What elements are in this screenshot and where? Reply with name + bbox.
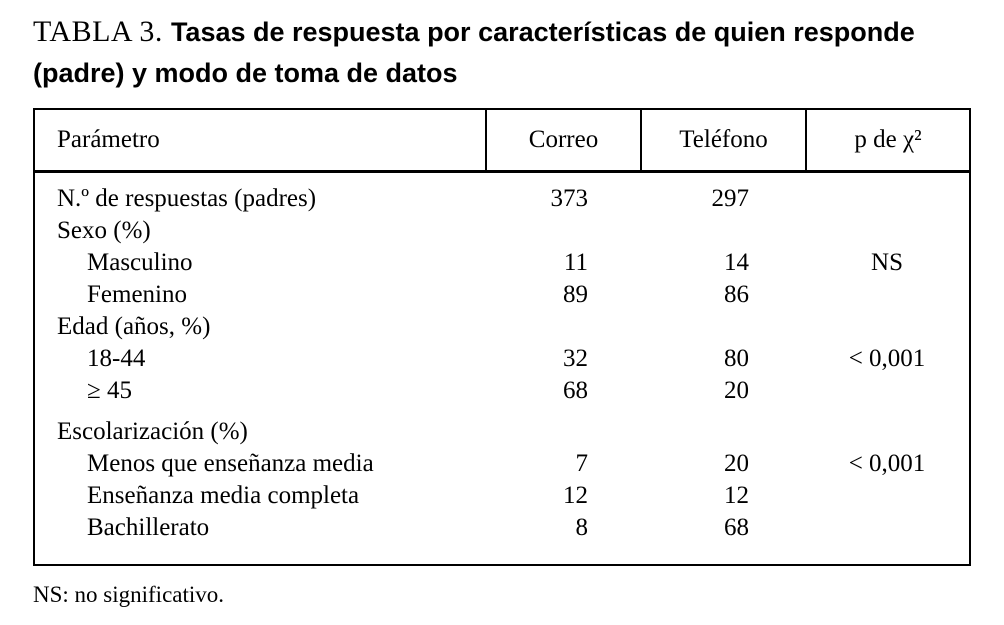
table-title-text: Tasas de respuesta por características d… bbox=[33, 17, 915, 89]
cell-telefono: 20 bbox=[724, 377, 749, 405]
cell-correo: 12 bbox=[563, 482, 588, 510]
table-row: N.º de respuestas (padres) 373 297 bbox=[35, 183, 969, 215]
cell-correo bbox=[485, 311, 640, 343]
cell-correo: 32 bbox=[563, 345, 588, 373]
cell-p: < 0,001 bbox=[848, 345, 926, 373]
table-row: Sexo (%) bbox=[35, 215, 969, 247]
cell-correo: 373 bbox=[550, 185, 589, 213]
table-row: ≥ 45 68 20 bbox=[35, 375, 969, 407]
cell-telefono: 80 bbox=[724, 345, 749, 373]
cell-telefono: 86 bbox=[724, 281, 749, 309]
table-header-row: Parámetro Correo Teléfono p de χ² bbox=[35, 110, 969, 174]
table-row: Menos que enseñanza media 7 20 < 0,001 bbox=[35, 448, 969, 480]
table-row: Edad (años, %) bbox=[35, 311, 969, 343]
cell-p bbox=[805, 512, 969, 544]
cell-parametro: Femenino bbox=[87, 281, 187, 309]
cell-p bbox=[805, 215, 969, 247]
table-row: Enseñanza media completa 12 12 bbox=[35, 480, 969, 512]
table-row: Masculino 11 14 NS bbox=[35, 247, 969, 279]
cell-p bbox=[805, 183, 969, 215]
column-header-telefono: Teléfono bbox=[640, 110, 805, 171]
cell-telefono: 68 bbox=[724, 514, 749, 542]
cell-telefono bbox=[640, 416, 805, 448]
cell-p bbox=[805, 311, 969, 343]
cell-parametro: Edad (años, %) bbox=[57, 313, 211, 341]
data-table: Parámetro Correo Teléfono p de χ² N.º de… bbox=[33, 108, 971, 567]
cell-p bbox=[805, 416, 969, 448]
table-row: Bachillerato 8 68 bbox=[35, 512, 969, 544]
cell-telefono: 14 bbox=[724, 249, 749, 277]
column-header-parametro: Parámetro bbox=[57, 126, 160, 154]
cell-telefono: 12 bbox=[724, 482, 749, 510]
cell-parametro: N.º de respuestas (padres) bbox=[57, 185, 317, 213]
table-footnote: NS: no significativo. bbox=[33, 582, 225, 608]
column-header-p-chi2: p de χ² bbox=[805, 110, 969, 171]
cell-correo: 7 bbox=[575, 450, 589, 478]
cell-p bbox=[805, 375, 969, 407]
page: TABLA 3. Tasas de respuesta por caracter… bbox=[33, 10, 973, 608]
cell-parametro: Bachillerato bbox=[87, 514, 210, 542]
cell-parametro: Sexo (%) bbox=[57, 217, 151, 245]
table-title: TABLA 3. Tasas de respuesta por caracter… bbox=[33, 10, 973, 92]
cell-parametro: ≥ 45 bbox=[87, 377, 132, 405]
cell-parametro: Menos que enseñanza media bbox=[87, 450, 374, 478]
table-row: 18-44 32 80 < 0,001 bbox=[35, 343, 969, 375]
cell-telefono: 20 bbox=[724, 450, 749, 478]
cell-telefono bbox=[640, 311, 805, 343]
cell-correo bbox=[485, 416, 640, 448]
table-number: TABLA 3. bbox=[33, 15, 163, 48]
cell-correo: 68 bbox=[563, 377, 588, 405]
cell-p bbox=[805, 279, 969, 311]
cell-correo bbox=[485, 215, 640, 247]
cell-correo: 8 bbox=[575, 514, 589, 542]
cell-correo: 89 bbox=[563, 281, 588, 309]
cell-parametro: Enseñanza media completa bbox=[87, 482, 360, 510]
cell-correo: 11 bbox=[563, 249, 588, 277]
cell-p: NS bbox=[871, 249, 903, 277]
table-row: Femenino 89 86 bbox=[35, 279, 969, 311]
cell-telefono: 297 bbox=[711, 185, 750, 213]
column-header-correo: Correo bbox=[485, 110, 640, 171]
cell-parametro: 18-44 bbox=[87, 345, 146, 373]
cell-p: < 0,001 bbox=[848, 450, 926, 478]
cell-telefono bbox=[640, 215, 805, 247]
cell-parametro: Masculino bbox=[87, 249, 193, 277]
table-row: Escolarización (%) bbox=[35, 416, 969, 448]
cell-parametro: Escolarización (%) bbox=[57, 418, 248, 446]
table-body: N.º de respuestas (padres) 373 297 Sexo (%)… bbox=[35, 173, 969, 564]
cell-p bbox=[805, 480, 969, 512]
